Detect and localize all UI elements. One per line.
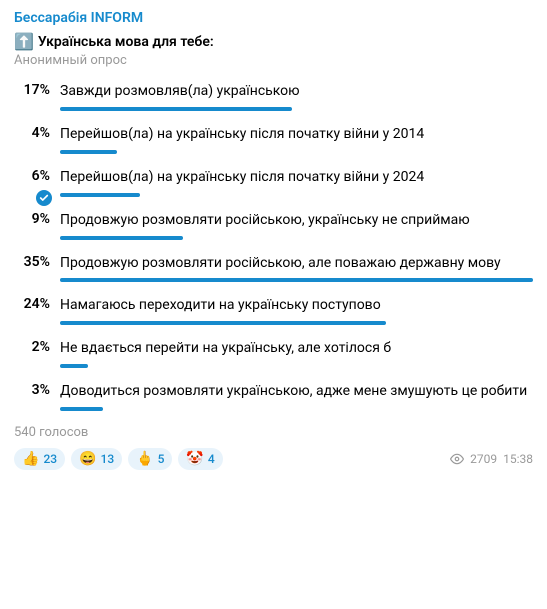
reaction-pill[interactable]: 😄 13: [71, 448, 122, 470]
poll-option-label: Завжди розмовляв(ла) українською: [60, 82, 533, 101]
poll-option[interactable]: 17% Завжди розмовляв(ла) українською: [14, 82, 533, 111]
poll-option-label: Не вдається перейти на українську, але х…: [60, 339, 533, 358]
poll-option[interactable]: 6% Перейшов(ла) на українську після почат…: [14, 168, 533, 197]
poll-option-body: Доводиться розмовляти українською, адже …: [60, 382, 533, 411]
poll-option-label: Перейшов(ла) на українську після початку…: [60, 125, 533, 144]
message-time: 15:38: [503, 452, 533, 466]
poll-option[interactable]: 4% Перейшов(ла) на українську після почат…: [14, 125, 533, 154]
telegram-message: Бессарабія INFORM ⬆️ Українська мова для…: [0, 0, 547, 476]
poll-bar-track: [60, 193, 533, 197]
reaction-emoji-icon: 😄: [79, 451, 96, 467]
poll-option-label: Намагаюсь переходити на українську посту…: [60, 296, 533, 315]
poll-option-label: Продовжую розмовляти російською, українс…: [60, 211, 533, 230]
poll-option[interactable]: 3% Доводиться розмовляти українською, адж…: [14, 382, 533, 411]
poll-bar-track: [60, 407, 533, 411]
views-icon: [450, 452, 464, 466]
poll-option-percent: 3%: [14, 382, 50, 411]
poll-option-body: Перейшов(ла) на українську після початку…: [60, 125, 533, 154]
poll-bar-track: [60, 107, 533, 111]
reaction-emoji-icon: 👍: [22, 451, 39, 467]
poll-option-body: Продовжую розмовляти російською, українс…: [60, 211, 533, 240]
reaction-count: 5: [158, 452, 165, 466]
poll-option-percent: 35%: [14, 254, 50, 283]
poll-bar-track: [60, 236, 533, 240]
poll-question: Українська мова для тебе:: [38, 34, 214, 50]
poll-options: 17% Завжди розмовляв(ла) українською 4% Пер…: [14, 82, 533, 411]
message-meta: 2709 15:38: [450, 452, 533, 466]
poll-bar-fill: [60, 407, 103, 411]
poll-option-label: Перейшов(ла) на українську після початку…: [60, 168, 533, 187]
voted-check-icon: [36, 190, 52, 206]
poll-option-label: Доводиться розмовляти українською, адже …: [60, 382, 533, 401]
poll-bar-fill: [60, 236, 183, 240]
poll-option-body: Перейшов(ла) на українську після початку…: [60, 168, 533, 197]
poll-type-label: Анонимный опрос: [14, 53, 533, 68]
reaction-count: 13: [101, 452, 115, 466]
views-count: 2709: [470, 452, 497, 466]
channel-name[interactable]: Бессарабія INFORM: [14, 10, 533, 26]
poll-bar-track: [60, 150, 533, 154]
reaction-emoji-icon: 🤡: [186, 451, 203, 467]
reaction-count: 4: [208, 452, 215, 466]
reaction-pill[interactable]: 👍 23: [14, 448, 65, 470]
poll-option-body: Не вдається перейти на українську, але х…: [60, 339, 533, 368]
poll-option-percent: 6%: [14, 168, 50, 197]
poll-option-percent: 17%: [14, 82, 50, 111]
poll-bar-fill: [60, 193, 140, 197]
poll-bar-fill: [60, 107, 292, 111]
message-footer: 👍23😄13🖕5🤡4 2709 15:38: [14, 448, 533, 470]
poll-bar-track: [60, 364, 533, 368]
poll-option[interactable]: 9% Продовжую розмовляти російською, украї…: [14, 211, 533, 240]
reaction-pill[interactable]: 🖕5: [128, 448, 172, 470]
poll-option-percent: 9%: [14, 211, 50, 240]
poll-votes-count: 540 голосов: [14, 425, 533, 440]
poll-option-percent: 2%: [14, 339, 50, 368]
poll-option-body: Намагаюсь переходити на українську посту…: [60, 296, 533, 325]
reaction-emoji-icon: 🖕: [136, 451, 153, 467]
poll-option[interactable]: 2% Не вдається перейти на українську, але…: [14, 339, 533, 368]
poll-question-row: ⬆️ Українська мова для тебе:: [14, 32, 533, 51]
up-arrow-icon: ⬆️: [14, 32, 34, 51]
poll-option-body: Продовжую розмовляти російською, але пов…: [60, 254, 533, 283]
poll-bar-track: [60, 321, 533, 325]
reaction-count: 23: [43, 452, 57, 466]
reaction-pill[interactable]: 🤡4: [178, 448, 222, 470]
poll-bar-fill: [60, 278, 533, 282]
poll-bar-fill: [60, 321, 386, 325]
poll-option[interactable]: 35% Продовжую розмовляти російською, але …: [14, 254, 533, 283]
poll-option-label: Продовжую розмовляти російською, але пов…: [60, 254, 533, 273]
reactions-bar: 👍23😄13🖕5🤡4: [14, 448, 223, 470]
poll-option-body: Завжди розмовляв(ла) українською: [60, 82, 533, 111]
poll-bar-fill: [60, 364, 88, 368]
poll-option-percent: 24%: [14, 296, 50, 325]
poll-option[interactable]: 24% Намагаюсь переходити на українську по…: [14, 296, 533, 325]
poll-bar-fill: [60, 150, 117, 154]
poll-option-percent: 4%: [14, 125, 50, 154]
poll-bar-track: [60, 278, 533, 282]
